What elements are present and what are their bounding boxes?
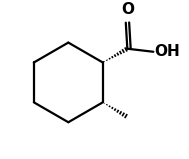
Text: OH: OH [154, 44, 180, 59]
Text: O: O [121, 2, 134, 17]
